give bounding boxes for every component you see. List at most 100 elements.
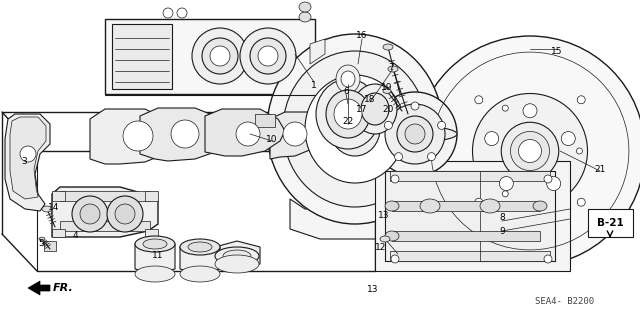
Polygon shape <box>215 241 260 270</box>
Polygon shape <box>44 241 56 251</box>
Ellipse shape <box>258 46 278 66</box>
Ellipse shape <box>115 204 135 224</box>
Ellipse shape <box>373 92 457 176</box>
Ellipse shape <box>236 122 260 146</box>
Ellipse shape <box>544 175 552 183</box>
Ellipse shape <box>547 176 561 190</box>
Text: 17: 17 <box>356 105 368 114</box>
Ellipse shape <box>180 266 220 282</box>
Ellipse shape <box>383 44 393 50</box>
Polygon shape <box>28 281 50 295</box>
Ellipse shape <box>577 198 585 206</box>
Polygon shape <box>390 251 550 261</box>
Ellipse shape <box>484 131 499 145</box>
Ellipse shape <box>420 199 440 213</box>
Ellipse shape <box>135 236 175 252</box>
Ellipse shape <box>299 12 311 22</box>
Ellipse shape <box>533 201 547 211</box>
Ellipse shape <box>475 96 483 104</box>
Ellipse shape <box>544 255 552 263</box>
Ellipse shape <box>240 28 296 84</box>
Ellipse shape <box>501 122 559 180</box>
Ellipse shape <box>39 237 45 241</box>
Ellipse shape <box>405 124 425 144</box>
Text: 11: 11 <box>152 251 164 261</box>
Polygon shape <box>392 231 540 241</box>
Ellipse shape <box>383 89 391 93</box>
Polygon shape <box>255 114 275 127</box>
Ellipse shape <box>518 139 541 162</box>
Text: 20: 20 <box>382 105 394 114</box>
Bar <box>588 209 633 237</box>
Text: 15: 15 <box>551 47 563 56</box>
Ellipse shape <box>223 250 251 262</box>
Polygon shape <box>60 191 150 201</box>
Ellipse shape <box>380 236 390 242</box>
Ellipse shape <box>215 255 259 273</box>
Ellipse shape <box>107 196 143 232</box>
Text: 22: 22 <box>342 117 354 127</box>
Ellipse shape <box>502 191 508 197</box>
Polygon shape <box>145 191 158 201</box>
Text: 10: 10 <box>266 135 278 144</box>
Ellipse shape <box>143 239 167 249</box>
Ellipse shape <box>388 66 398 72</box>
Ellipse shape <box>163 8 173 18</box>
Ellipse shape <box>340 113 370 145</box>
Ellipse shape <box>361 93 389 125</box>
Ellipse shape <box>299 2 311 12</box>
Polygon shape <box>375 161 570 271</box>
Ellipse shape <box>305 75 405 183</box>
Text: 6: 6 <box>343 86 349 95</box>
Ellipse shape <box>577 148 582 154</box>
Ellipse shape <box>336 65 360 93</box>
Text: 8: 8 <box>499 213 505 222</box>
Polygon shape <box>392 201 540 211</box>
Polygon shape <box>5 114 50 211</box>
Ellipse shape <box>391 175 399 183</box>
Ellipse shape <box>341 71 355 87</box>
Ellipse shape <box>415 36 640 266</box>
Text: B-21: B-21 <box>596 218 623 228</box>
Ellipse shape <box>385 231 399 241</box>
Ellipse shape <box>283 51 427 207</box>
Ellipse shape <box>192 28 248 84</box>
Ellipse shape <box>330 102 380 156</box>
Text: 13: 13 <box>367 286 379 294</box>
Ellipse shape <box>123 121 153 151</box>
Polygon shape <box>105 19 315 94</box>
Ellipse shape <box>283 122 307 146</box>
Polygon shape <box>60 221 150 231</box>
Text: 21: 21 <box>595 165 605 174</box>
Ellipse shape <box>475 198 483 206</box>
Ellipse shape <box>267 34 443 224</box>
Polygon shape <box>140 108 232 161</box>
Ellipse shape <box>42 206 52 212</box>
Text: 3: 3 <box>21 157 27 166</box>
Ellipse shape <box>135 266 175 282</box>
Text: 12: 12 <box>375 242 387 251</box>
Ellipse shape <box>577 96 585 104</box>
Ellipse shape <box>171 120 199 148</box>
Polygon shape <box>10 117 46 199</box>
Ellipse shape <box>385 104 445 164</box>
Ellipse shape <box>215 247 259 265</box>
Polygon shape <box>270 112 328 159</box>
Text: 7: 7 <box>388 63 394 71</box>
Ellipse shape <box>210 46 230 66</box>
Ellipse shape <box>80 204 100 224</box>
Ellipse shape <box>480 199 500 213</box>
Ellipse shape <box>502 105 508 111</box>
Text: 9: 9 <box>499 226 505 235</box>
Polygon shape <box>180 242 220 274</box>
Ellipse shape <box>177 8 187 18</box>
Text: 16: 16 <box>356 32 368 41</box>
Polygon shape <box>90 109 185 164</box>
Polygon shape <box>52 229 65 237</box>
Ellipse shape <box>202 38 238 74</box>
Text: 14: 14 <box>48 204 60 212</box>
Text: SEA4- B2200: SEA4- B2200 <box>536 296 595 306</box>
Ellipse shape <box>188 242 212 252</box>
Text: 1: 1 <box>311 81 317 91</box>
Ellipse shape <box>397 116 433 152</box>
